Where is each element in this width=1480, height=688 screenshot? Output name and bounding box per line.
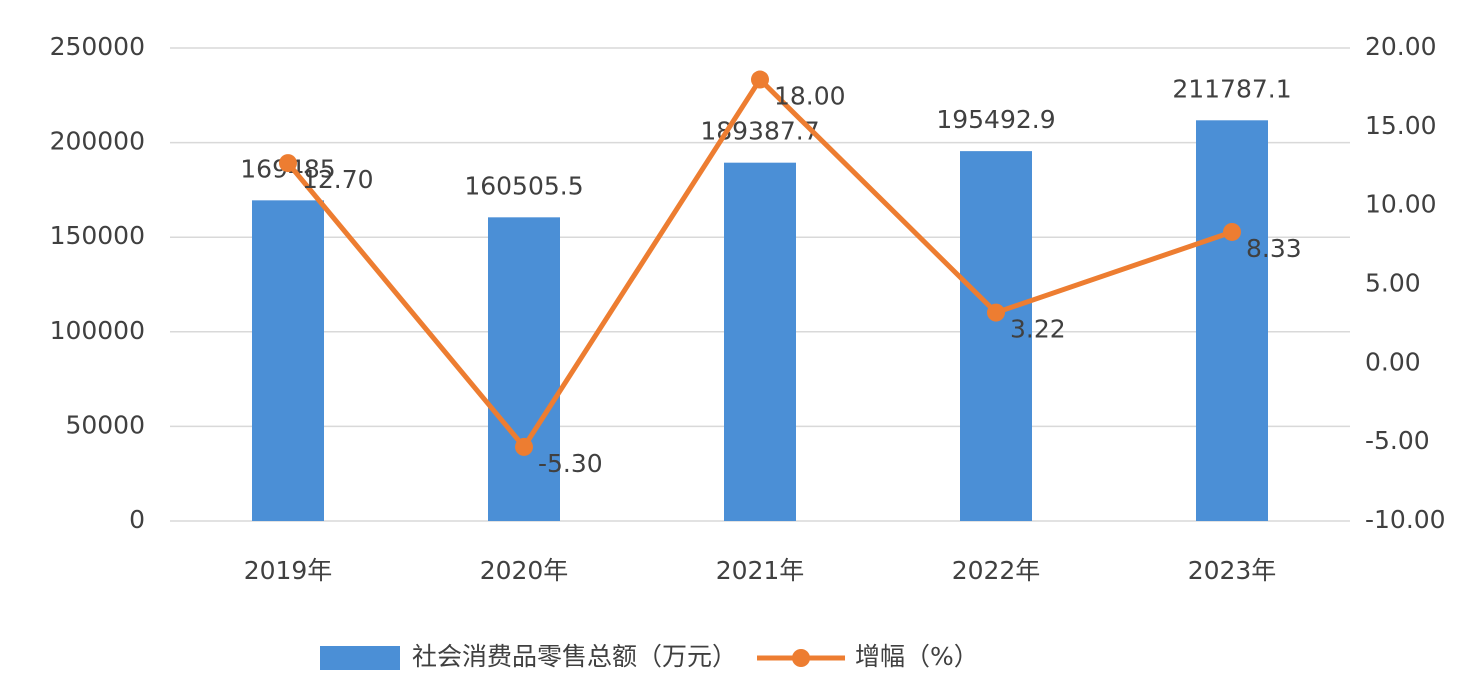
x-tick-label: 2022年 <box>952 556 1041 585</box>
x-tick-label: 2021年 <box>716 556 805 585</box>
line-marker <box>751 70 769 89</box>
y2-tick-label: -5.00 <box>1365 426 1430 455</box>
bar-value-label: 211787.1 <box>1172 74 1291 103</box>
y-tick-label: 250000 <box>50 32 145 61</box>
line-value-label: 8.33 <box>1246 234 1302 263</box>
y2-tick-label: 20.00 <box>1365 32 1437 61</box>
bar <box>960 151 1032 521</box>
y-tick-label: 200000 <box>50 127 145 156</box>
y-tick-label: 0 <box>129 505 145 534</box>
line-marker <box>987 303 1005 322</box>
x-tick-label: 2020年 <box>480 556 569 585</box>
y-tick-label: 100000 <box>50 316 145 345</box>
y-tick-label: 150000 <box>50 221 145 250</box>
bar <box>1196 120 1268 522</box>
line-value-label: 12.70 <box>302 165 374 194</box>
y2-tick-label: -10.00 <box>1365 505 1446 534</box>
line-value-label: -5.30 <box>538 449 603 478</box>
legend-label: 社会消费品零售总额（万元） <box>412 642 737 671</box>
line-marker <box>279 154 297 173</box>
bar-value-label: 195492.9 <box>936 105 1055 134</box>
bar <box>252 200 324 521</box>
line-value-label: 18.00 <box>774 82 846 111</box>
y2-tick-label: 5.00 <box>1365 269 1421 298</box>
y2-tick-label: 15.00 <box>1365 111 1437 140</box>
x-tick-label: 2019年 <box>244 556 333 585</box>
bar-value-label: 160505.5 <box>464 171 583 200</box>
x-tick-label: 2023年 <box>1188 556 1277 585</box>
line-marker <box>515 437 533 456</box>
y-tick-label: 50000 <box>65 410 145 439</box>
line-marker <box>1223 222 1241 241</box>
line-value-label: 3.22 <box>1010 315 1066 344</box>
bar <box>724 162 796 521</box>
bar <box>488 217 560 521</box>
y2-tick-label: 10.00 <box>1365 190 1437 219</box>
legend-swatch <box>320 646 400 670</box>
legend-label: 增幅（%） <box>855 642 979 671</box>
y2-tick-label: 0.00 <box>1365 347 1421 376</box>
legend-swatch-marker <box>792 649 811 667</box>
